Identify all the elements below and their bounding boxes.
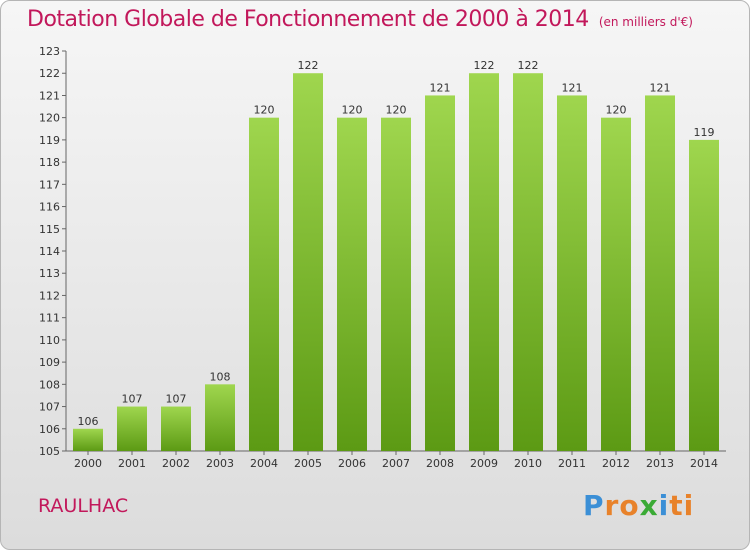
bar-2003 [205, 384, 235, 451]
x-tick-label: 2008 [426, 457, 454, 470]
bar-value-label: 107 [122, 393, 143, 406]
bar-2006 [337, 117, 367, 452]
x-tick-label: 2007 [382, 457, 410, 470]
commune-name: RAULHAC [38, 495, 129, 517]
bar-value-label: 106 [78, 415, 99, 428]
y-tick-label: 122 [39, 67, 60, 80]
bar-value-label: 120 [342, 104, 363, 117]
bar-2011 [557, 95, 587, 451]
title-text: Dotation Globale de Fonctionnement de 20… [27, 7, 589, 32]
x-axis: 2000 2001 2002 2003 2004 2005 2006 2007 2008 2009… [66, 450, 726, 470]
bar-value-label: 108 [210, 370, 231, 383]
y-tick-label: 106 [39, 423, 60, 436]
x-tick-label: 2005 [294, 457, 322, 470]
y-tick-label: 115 [39, 223, 60, 236]
x-tick-label: 2003 [206, 457, 234, 470]
x-tick-label: 2000 [74, 457, 102, 470]
y-tick-label: 107 [39, 401, 60, 414]
bar-2009 [469, 73, 499, 451]
bar-2004 [249, 117, 279, 452]
bar-2014 [689, 139, 719, 451]
x-tick-label: 2004 [250, 457, 278, 470]
x-tick-label: 2010 [514, 457, 542, 470]
y-tick-label: 114 [39, 245, 60, 258]
bar-2013 [645, 95, 675, 451]
y-tick-label: 109 [39, 356, 60, 369]
bar-value-label: 122 [474, 59, 495, 72]
bar-2005 [293, 73, 323, 451]
bar-value-label: 120 [606, 104, 627, 117]
y-tick-label: 113 [39, 267, 60, 280]
bar-value-label: 121 [650, 81, 671, 94]
x-tick-label: 2013 [646, 457, 674, 470]
bar-2010 [513, 73, 543, 451]
x-tick-label: 2009 [470, 457, 498, 470]
bar-value-label: 119 [694, 126, 715, 139]
bar-2001 [117, 406, 147, 451]
y-tick-label: 112 [39, 289, 60, 302]
y-tick-label: 111 [39, 312, 60, 325]
bar-2008 [425, 95, 455, 451]
y-axis: 105 106 107 108 109 110 111 112 113 114 115 116 117 1… [39, 45, 67, 458]
y-tick-label: 120 [39, 112, 60, 125]
x-tick-label: 2002 [162, 457, 190, 470]
y-tick-label: 123 [39, 45, 60, 58]
y-tick-label: 118 [39, 156, 60, 169]
y-tick-label: 110 [39, 334, 60, 347]
x-tick-label: 2014 [690, 457, 718, 470]
bar-value-label: 120 [386, 104, 407, 117]
proxiti-logo: Proxiti [583, 489, 695, 522]
chart-title: Dotation Globale de Fonctionnement de 20… [27, 7, 693, 32]
x-tick-label: 2011 [558, 457, 586, 470]
y-tick-label: 117 [39, 178, 60, 191]
y-tick-label: 108 [39, 378, 60, 391]
x-tick-label: 2006 [338, 457, 366, 470]
x-tick-label: 2001 [118, 457, 146, 470]
x-tick-label: 2012 [602, 457, 630, 470]
bar-2000 [73, 428, 103, 451]
bar-value-label: 107 [166, 393, 187, 406]
y-tick-label: 116 [39, 201, 60, 214]
unit-label: (en milliers d'€) [598, 15, 693, 29]
bar-value-label: 121 [562, 81, 583, 94]
bars-group: 106 107 107 108 120 122 120 120 121 122 122 121 120 1… [73, 59, 719, 452]
bar-value-label: 122 [298, 59, 319, 72]
bar-2012 [601, 117, 631, 452]
y-tick-label: 119 [39, 134, 60, 147]
y-tick-label: 105 [39, 445, 60, 458]
bar-value-label: 122 [518, 59, 539, 72]
y-tick-label: 121 [39, 89, 60, 102]
bar-2002 [161, 406, 191, 451]
bar-2007 [381, 117, 411, 452]
bar-value-label: 121 [430, 81, 451, 94]
bar-value-label: 120 [254, 104, 275, 117]
